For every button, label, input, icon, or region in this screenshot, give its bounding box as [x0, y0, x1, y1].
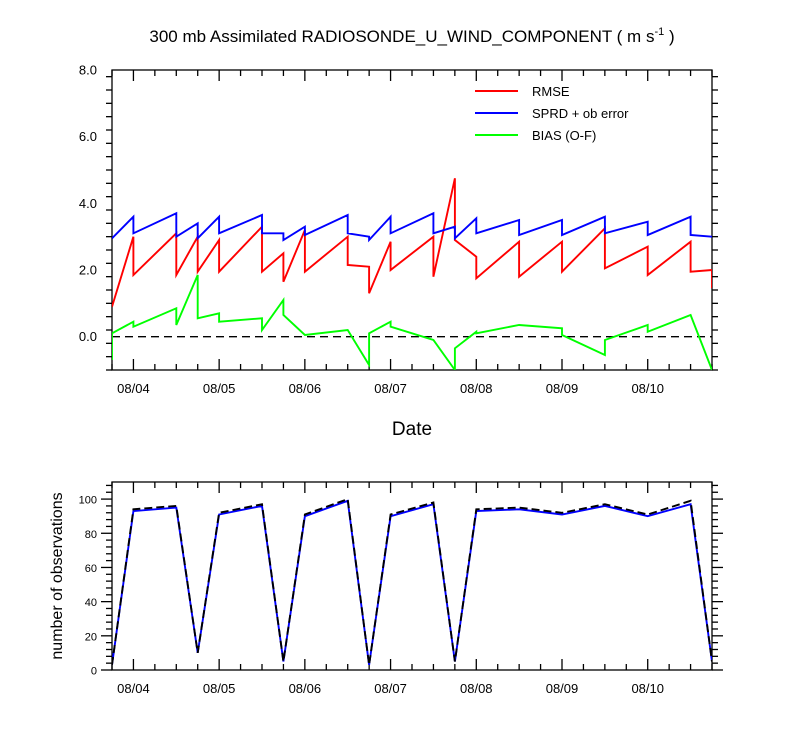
x-tick-label: 08/08 [460, 681, 493, 696]
y-tick-label: 60 [85, 563, 97, 575]
series-sprd-ob-error-line [112, 211, 712, 243]
y-tick-label: 4.0 [79, 196, 97, 211]
bottom-panel: 08/04 08/05 08/06 08/07 08/08 08/09 08/10 0 20 40… [49, 481, 723, 696]
x-tick-label: 08/10 [631, 381, 664, 396]
x-tick-label: 08/06 [289, 681, 322, 696]
y-tick-label: 80 [85, 529, 97, 541]
y-tick-label: 6.0 [79, 129, 97, 144]
series-observations-used-line [112, 499, 712, 666]
x-tick-label: 08/09 [546, 681, 579, 696]
x-axis-title: Date [392, 419, 432, 440]
y-tick-label: 2.0 [79, 263, 97, 278]
y-axis-title: number of observations [49, 492, 66, 659]
x-tick-label: 08/04 [117, 681, 150, 696]
chart-title: 300 mb Assimilated RADIOSONDE_U_WIND_COM… [149, 26, 674, 46]
x-tick-label: 08/07 [374, 381, 407, 396]
x-tick-label: 08/09 [546, 381, 579, 396]
x-tick-label: 08/08 [460, 381, 493, 396]
y-tick-label: 0 [91, 666, 97, 678]
y-tick-label: 100 [79, 495, 97, 507]
y-tick-label: 20 [85, 631, 97, 643]
y-tick-label: 40 [85, 597, 97, 609]
y-tick-label: 8.0 [79, 63, 97, 78]
x-tick-label: 08/10 [631, 681, 664, 696]
legend-label: BIAS (O-F) [532, 128, 596, 143]
x-tick-label: 08/05 [203, 681, 236, 696]
series-observations-possible-line [112, 497, 712, 666]
x-tick-label: 08/04 [117, 381, 150, 396]
x-tick-label: 08/06 [289, 381, 322, 396]
series-rmse-line [112, 178, 712, 307]
x-tick-label: 08/05 [203, 381, 236, 396]
top-panel: 08/04 08/05 08/06 08/07 08/08 08/09 08/10 0.0 2.… [79, 63, 718, 440]
series-bias-o-f-line [112, 274, 712, 370]
legend-label: SPRD + ob error [532, 106, 629, 121]
legend-label: RMSE [532, 84, 570, 99]
title-unit-exponent: -1 [654, 26, 664, 38]
x-tick-label: 08/07 [374, 681, 407, 696]
y-tick-label: 0.0 [79, 329, 97, 344]
